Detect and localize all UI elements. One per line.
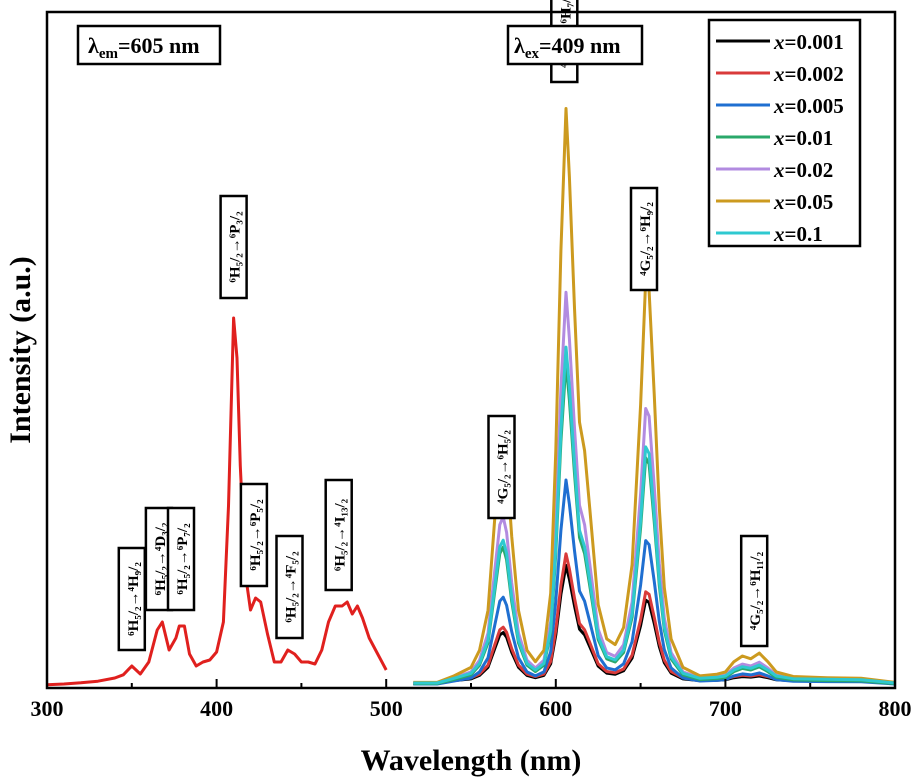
x-tick-label: 300 [31, 696, 64, 721]
legend-frame [707, 18, 862, 248]
legend-label: x=0.01 [773, 126, 833, 150]
legend-label: x=0.02 [773, 158, 833, 182]
annotation-text: ⁴G₅/₂→⁶H₅/₂ [496, 430, 512, 504]
annotation-frame [324, 478, 353, 592]
legend-value: =0.005 [785, 94, 844, 118]
series-layer [46, 107, 896, 687]
emission-box-label: λex=409 nm [514, 33, 621, 62]
lambda-subscript: ex [525, 46, 540, 62]
legend-value: =0.1 [785, 222, 823, 246]
x-tick-label: 700 [709, 696, 742, 721]
annotation-frame [739, 534, 769, 648]
annotation-text: ⁴G₅/₂→⁶H₁₁/₂ [748, 551, 764, 630]
annotation-text: ⁴G₅/₂→⁶H₉/₂ [638, 202, 654, 276]
x-axis-title: Wavelength (nm) [361, 744, 582, 777]
annotation-frame [219, 194, 248, 300]
emission-wavelength-box: λex=409 nm [506, 24, 644, 66]
annotation-frame [629, 186, 659, 292]
lambda-value: =409 nm [539, 33, 621, 58]
legend-variable: x [773, 62, 785, 86]
annotation-layer: ⁶H₅/₂→⁴H₉/₂ ⁶H₅/₂→⁴D₃/₂ ⁶H₅/₂→⁶P₇/₂ ⁶H₅/₂→⁶… [117, 0, 769, 652]
annotation-frame [239, 482, 269, 588]
annotation-text: ⁶H₅/₂→⁶P₃/₂ [228, 211, 244, 283]
y-axis-title: Intensity (a.u.) [4, 256, 37, 444]
lambda-subscript: em [99, 46, 119, 62]
ann-6h52-4d32: ⁶H₅/₂→⁴D₃/₂ [144, 506, 174, 612]
annotation-text: ⁶H₅/₂→⁴H₉/₂ [126, 562, 142, 636]
x-tick-label: 600 [539, 696, 572, 721]
series-line-x-0-1 [413, 345, 896, 685]
ann-6h52-6p32: ⁶H₅/₂→⁶P₃/₂ [219, 194, 248, 300]
series-line-x-0-02 [413, 290, 896, 685]
legend-label: x=0.05 [773, 190, 833, 214]
legend-label: x=0.1 [773, 222, 823, 246]
ann-6h52-6p52: ⁶H₅/₂→⁶P₅/₂ [239, 482, 269, 588]
lambda-symbol: λ [88, 33, 99, 58]
annotation-text: ⁶H₅/₂→⁴D₃/₂ [153, 522, 169, 595]
tick-layer: 300 400 500 600 700 800 [31, 679, 912, 721]
excitation-wavelength-box: λem=605 nm [76, 24, 222, 66]
excitation-box-frame [76, 24, 222, 66]
x-tick-label: 400 [200, 696, 233, 721]
ann-4g52-6h92: ⁴G₅/₂→⁶H₉/₂ [629, 186, 659, 292]
lambda-value: =605 nm [118, 33, 200, 58]
legend-value: =0.01 [785, 126, 834, 150]
annotation-text: ⁶H₅/₂→⁶P₇/₂ [175, 523, 191, 595]
legend-variable: x [773, 126, 785, 150]
annotation-frame [166, 506, 196, 612]
annotation-text: ⁶H₅/₂→⁴F₅/₂ [284, 551, 300, 623]
legend-value: =0.02 [785, 158, 834, 182]
lambda-symbol: λ [514, 33, 525, 58]
excitation-box-label: λem=605 nm [88, 33, 200, 62]
ann-6h52-4h92: ⁶H₅/₂→⁴H₉/₂ [117, 546, 147, 652]
series-line-x-0-005 [413, 478, 896, 686]
legend-variable: x [773, 30, 785, 54]
ann-6h52-6p72: ⁶H₅/₂→⁶P₇/₂ [166, 506, 196, 612]
legend-variable: x [773, 222, 785, 246]
legend-label: x=0.001 [773, 30, 844, 54]
x-tick-label: 500 [370, 696, 403, 721]
annotation-text: ⁶H₅/₂→⁴I₁₃/₂ [333, 498, 349, 571]
ann-6h52-4f52: ⁶H₅/₂→⁴F₅/₂ [275, 534, 304, 640]
annotation-frame [275, 534, 304, 640]
legend-label: x=0.005 [773, 94, 844, 118]
x-tick-label: 800 [879, 696, 912, 721]
annotation-text: ⁶H₅/₂→⁶P₅/₂ [248, 499, 264, 571]
emission-box-frame [506, 24, 644, 66]
annotation-frame [487, 414, 516, 520]
legend-value: =0.001 [785, 30, 844, 54]
legend-variable: x [773, 190, 785, 214]
ann-4g52-6h112: ⁴G₅/₂→⁶H₁₁/₂ [739, 534, 769, 648]
legend-label: x=0.002 [773, 62, 844, 86]
legend-variable: x [773, 94, 785, 118]
legend-value: =0.05 [785, 190, 834, 214]
legend-variable: x [773, 158, 785, 182]
ann-6h52-4i132: ⁶H₅/₂→⁴I₁₃/₂ [324, 478, 353, 592]
excitation-spectrum-line [46, 316, 388, 687]
ann-4g52-6h52: ⁴G₅/₂→⁶H₅/₂ [487, 414, 516, 520]
legend-value: =0.002 [785, 62, 844, 86]
legend: x=0.001x=0.002x=0.005x=0.01x=0.02x=0.05x… [707, 18, 862, 248]
